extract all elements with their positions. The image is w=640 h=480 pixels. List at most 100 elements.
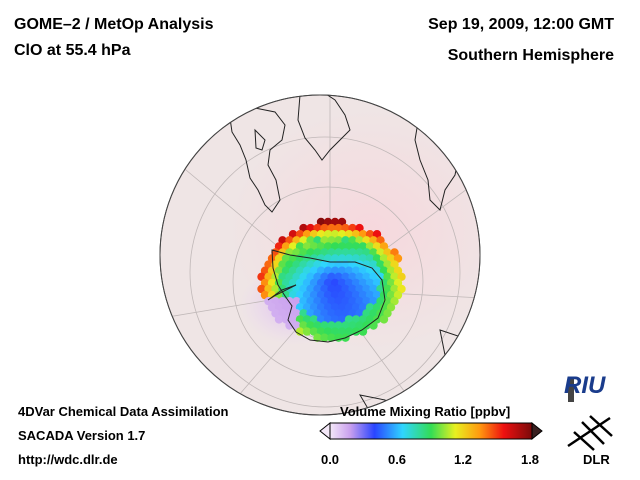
clo-cell [320, 236, 329, 245]
clo-cell [323, 290, 333, 300]
website-link[interactable]: http://wdc.dlr.de [18, 452, 118, 467]
clo-cell [316, 217, 326, 227]
clo-cell [397, 284, 406, 294]
method-label: 4DVar Chemical Data Assimilation [18, 404, 229, 419]
clo-cell [341, 284, 350, 294]
clo-cell [320, 272, 329, 281]
clo-cell [299, 309, 308, 318]
clo-cell [288, 266, 298, 275]
clo-cell [358, 230, 368, 239]
clo-cell [316, 278, 326, 288]
clo-cell [292, 272, 301, 281]
clo-cell [383, 297, 392, 306]
clo-cell [379, 254, 389, 263]
clo-cell [344, 315, 354, 324]
clo-cell [358, 327, 368, 336]
clo-cell [348, 236, 357, 245]
clo-cell [302, 242, 312, 251]
clo-cell [278, 272, 287, 281]
clo-cell [313, 223, 322, 233]
clo-cell [334, 236, 343, 245]
clo-cell [341, 321, 350, 330]
clo-cell [306, 272, 315, 281]
riu-logo: RIU [564, 372, 606, 399]
clo-cell [285, 260, 294, 269]
clo-cell [369, 309, 378, 318]
clo-cell [264, 284, 273, 294]
clo-cell [341, 236, 350, 245]
clo-cell [355, 297, 364, 306]
product-title: GOME–2 / MetOp Analysis [14, 16, 214, 33]
clo-cell [292, 236, 301, 245]
clo-cell [355, 284, 364, 294]
clo-cell [337, 254, 347, 263]
clo-cell [355, 321, 364, 330]
clo-cell [372, 242, 382, 251]
clo-cell [323, 266, 333, 275]
clo-cell [320, 333, 329, 342]
clo-cell [330, 315, 340, 324]
clo-cell [285, 272, 294, 281]
clo-cell [299, 223, 308, 233]
clo-cell [309, 242, 319, 251]
clo-cell [327, 284, 336, 294]
clo-cell [372, 290, 382, 300]
clo-cell [369, 284, 378, 294]
clo-cell [309, 290, 319, 300]
clo-cell [348, 297, 357, 306]
clo-cell [358, 290, 368, 300]
clo-cell [355, 236, 364, 245]
clo-cell [341, 309, 350, 318]
colorbar-tick: 0.6 [387, 452, 407, 467]
clo-cell [365, 290, 375, 300]
clo-cell [397, 272, 406, 281]
clo-cell [327, 333, 336, 342]
clo-cell [288, 242, 298, 251]
clo-cell [337, 278, 347, 288]
clo-cell [386, 266, 396, 275]
clo-cell [383, 284, 392, 294]
clo-cell [313, 309, 322, 318]
clo-cell [372, 230, 382, 239]
colorbar-title: Volume Mixing Ratio [ppbv] [340, 404, 511, 419]
clo-cell [341, 297, 350, 306]
clo-cell [306, 297, 315, 306]
clo-cell [299, 297, 308, 306]
clo-cell [337, 242, 347, 251]
clo-cell [344, 266, 354, 275]
clo-cell [379, 266, 389, 275]
clo-cell [327, 223, 336, 233]
clo-cell [337, 315, 347, 324]
clo-cell [278, 260, 287, 269]
clo-cell [323, 315, 333, 324]
clo-cell [334, 223, 343, 233]
clo-cell [365, 242, 375, 251]
clo-cell [292, 284, 301, 294]
clo-cell [278, 236, 287, 245]
clo-cell [369, 260, 378, 269]
clo-cell [313, 260, 322, 269]
clo-cell [323, 230, 333, 239]
clo-cell [351, 242, 361, 251]
clo-cell [306, 260, 315, 269]
clo-cell [344, 327, 354, 336]
clo-cell [299, 272, 308, 281]
clo-cell [288, 315, 298, 324]
clo-cell [351, 278, 361, 288]
clo-cell [376, 272, 385, 281]
clo-cell [302, 315, 312, 324]
clo-cell [327, 321, 336, 330]
colorbar-gradient [329, 422, 533, 440]
clo-cell [257, 284, 266, 294]
clo-cell [362, 284, 371, 294]
clo-cell [327, 309, 336, 318]
clo-cell [323, 278, 333, 288]
clo-cell [306, 309, 315, 318]
clo-cell [313, 297, 322, 306]
clo-cell [306, 284, 315, 294]
clo-cell [358, 315, 368, 324]
clo-cell [390, 272, 399, 281]
clo-cell [295, 242, 305, 251]
clo-cell [376, 236, 385, 245]
clo-cell [337, 230, 347, 239]
